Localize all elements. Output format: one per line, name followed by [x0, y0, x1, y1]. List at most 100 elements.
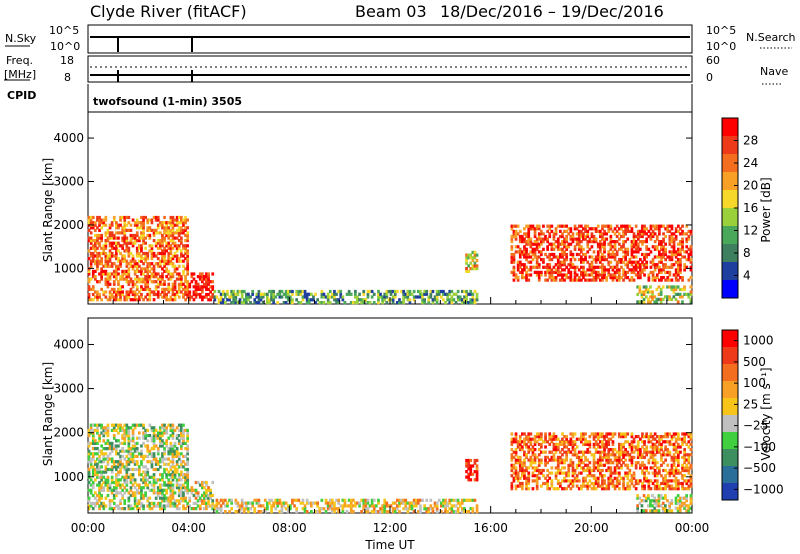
data-cell: [161, 499, 164, 503]
y-tick-label: 1000: [53, 470, 84, 484]
data-cell: [161, 257, 164, 261]
data-cell: [640, 504, 644, 508]
data-cell: [108, 244, 112, 248]
data-cell: [201, 290, 204, 294]
data-cell: [660, 455, 663, 459]
data-cell: [100, 504, 103, 508]
data-cell: [144, 454, 147, 458]
data-cell: [209, 290, 212, 294]
data-cell: [156, 431, 160, 435]
data-cell: [381, 298, 384, 302]
data-cell: [102, 221, 106, 225]
data-cell: [514, 224, 518, 228]
data-cell: [154, 496, 158, 500]
data-cell: [681, 481, 684, 486]
data-cell: [156, 290, 160, 294]
data-cell: [110, 246, 114, 250]
data-cell: [108, 264, 112, 268]
data-cell: [660, 258, 663, 262]
data-cell: [518, 250, 522, 254]
data-cell: [167, 449, 171, 453]
data-cell: [531, 453, 535, 457]
data-cell: [561, 260, 564, 264]
data-cell: [651, 292, 654, 296]
data-cell: [571, 466, 575, 470]
data-cell: [473, 458, 477, 463]
data-cell: [514, 237, 518, 241]
data-cell: [167, 452, 171, 456]
data-cell: [98, 499, 101, 503]
data-cell: [146, 272, 150, 276]
data-cell: [628, 479, 632, 483]
data-cell: [622, 242, 625, 246]
data-cell: [592, 435, 596, 439]
data-cell: [211, 499, 215, 503]
data-cell: [419, 292, 422, 296]
data-cell: [588, 278, 592, 282]
data-cell: [620, 258, 623, 262]
data-cell: [326, 507, 330, 511]
data-cell: [662, 479, 665, 483]
data-cell: [152, 292, 156, 297]
data-cell: [146, 287, 150, 291]
data-cell: [628, 487, 632, 491]
data-cell: [406, 510, 410, 514]
data-cell: [354, 501, 357, 505]
data-cell: [586, 250, 590, 254]
data-cell: [110, 251, 114, 256]
data-cell: [110, 449, 114, 453]
data-cell: [639, 265, 642, 269]
data-cell: [242, 501, 246, 505]
data-cell: [603, 479, 606, 483]
data-cell: [115, 249, 118, 253]
data-cell: [307, 301, 311, 305]
data-cell: [450, 510, 454, 514]
data-cell: [207, 275, 210, 279]
data-cell: [659, 300, 663, 304]
data-cell: [681, 442, 684, 446]
data-cell: [641, 453, 644, 457]
data-cell: [649, 450, 653, 454]
data-cell: [544, 278, 547, 282]
data-cell: [592, 445, 596, 449]
data-cell: [647, 247, 651, 251]
data-cell: [192, 501, 196, 505]
data-cell: [636, 453, 640, 457]
data-cell: [188, 504, 192, 508]
data-cell: [154, 467, 158, 472]
data-cell: [133, 447, 137, 451]
data-cell: [163, 215, 166, 220]
data-cell: [102, 504, 106, 508]
data-cell: [257, 295, 261, 299]
data-cell: [127, 452, 131, 456]
data-cell: [609, 265, 613, 269]
data-cell: [152, 473, 156, 477]
data-cell: [421, 298, 424, 302]
data-cell: [391, 301, 395, 305]
data-cell: [672, 290, 676, 294]
data-cell: [102, 290, 106, 294]
data-cell: [640, 290, 644, 294]
data-cell: [165, 262, 168, 266]
data-cell: [133, 264, 137, 268]
data-cell: [115, 257, 118, 261]
data-cell: [518, 229, 522, 233]
data-cell: [662, 250, 665, 254]
data-cell: [683, 265, 686, 269]
data-cell: [575, 474, 579, 478]
data-cell: [644, 287, 648, 292]
data-cell: [467, 478, 470, 482]
data-cell: [135, 441, 139, 445]
data-cell: [251, 504, 254, 508]
data-cell: [571, 468, 575, 473]
data-cell: [689, 265, 693, 269]
data-cell: [590, 234, 594, 239]
data-cell: [582, 234, 585, 239]
data-cell: [180, 218, 183, 222]
data-cell: [454, 498, 458, 502]
data-cell: [651, 258, 655, 262]
data-cell: [326, 301, 330, 305]
data-cell: [119, 454, 122, 458]
data-cell: [129, 251, 133, 256]
data-cell: [148, 233, 152, 238]
